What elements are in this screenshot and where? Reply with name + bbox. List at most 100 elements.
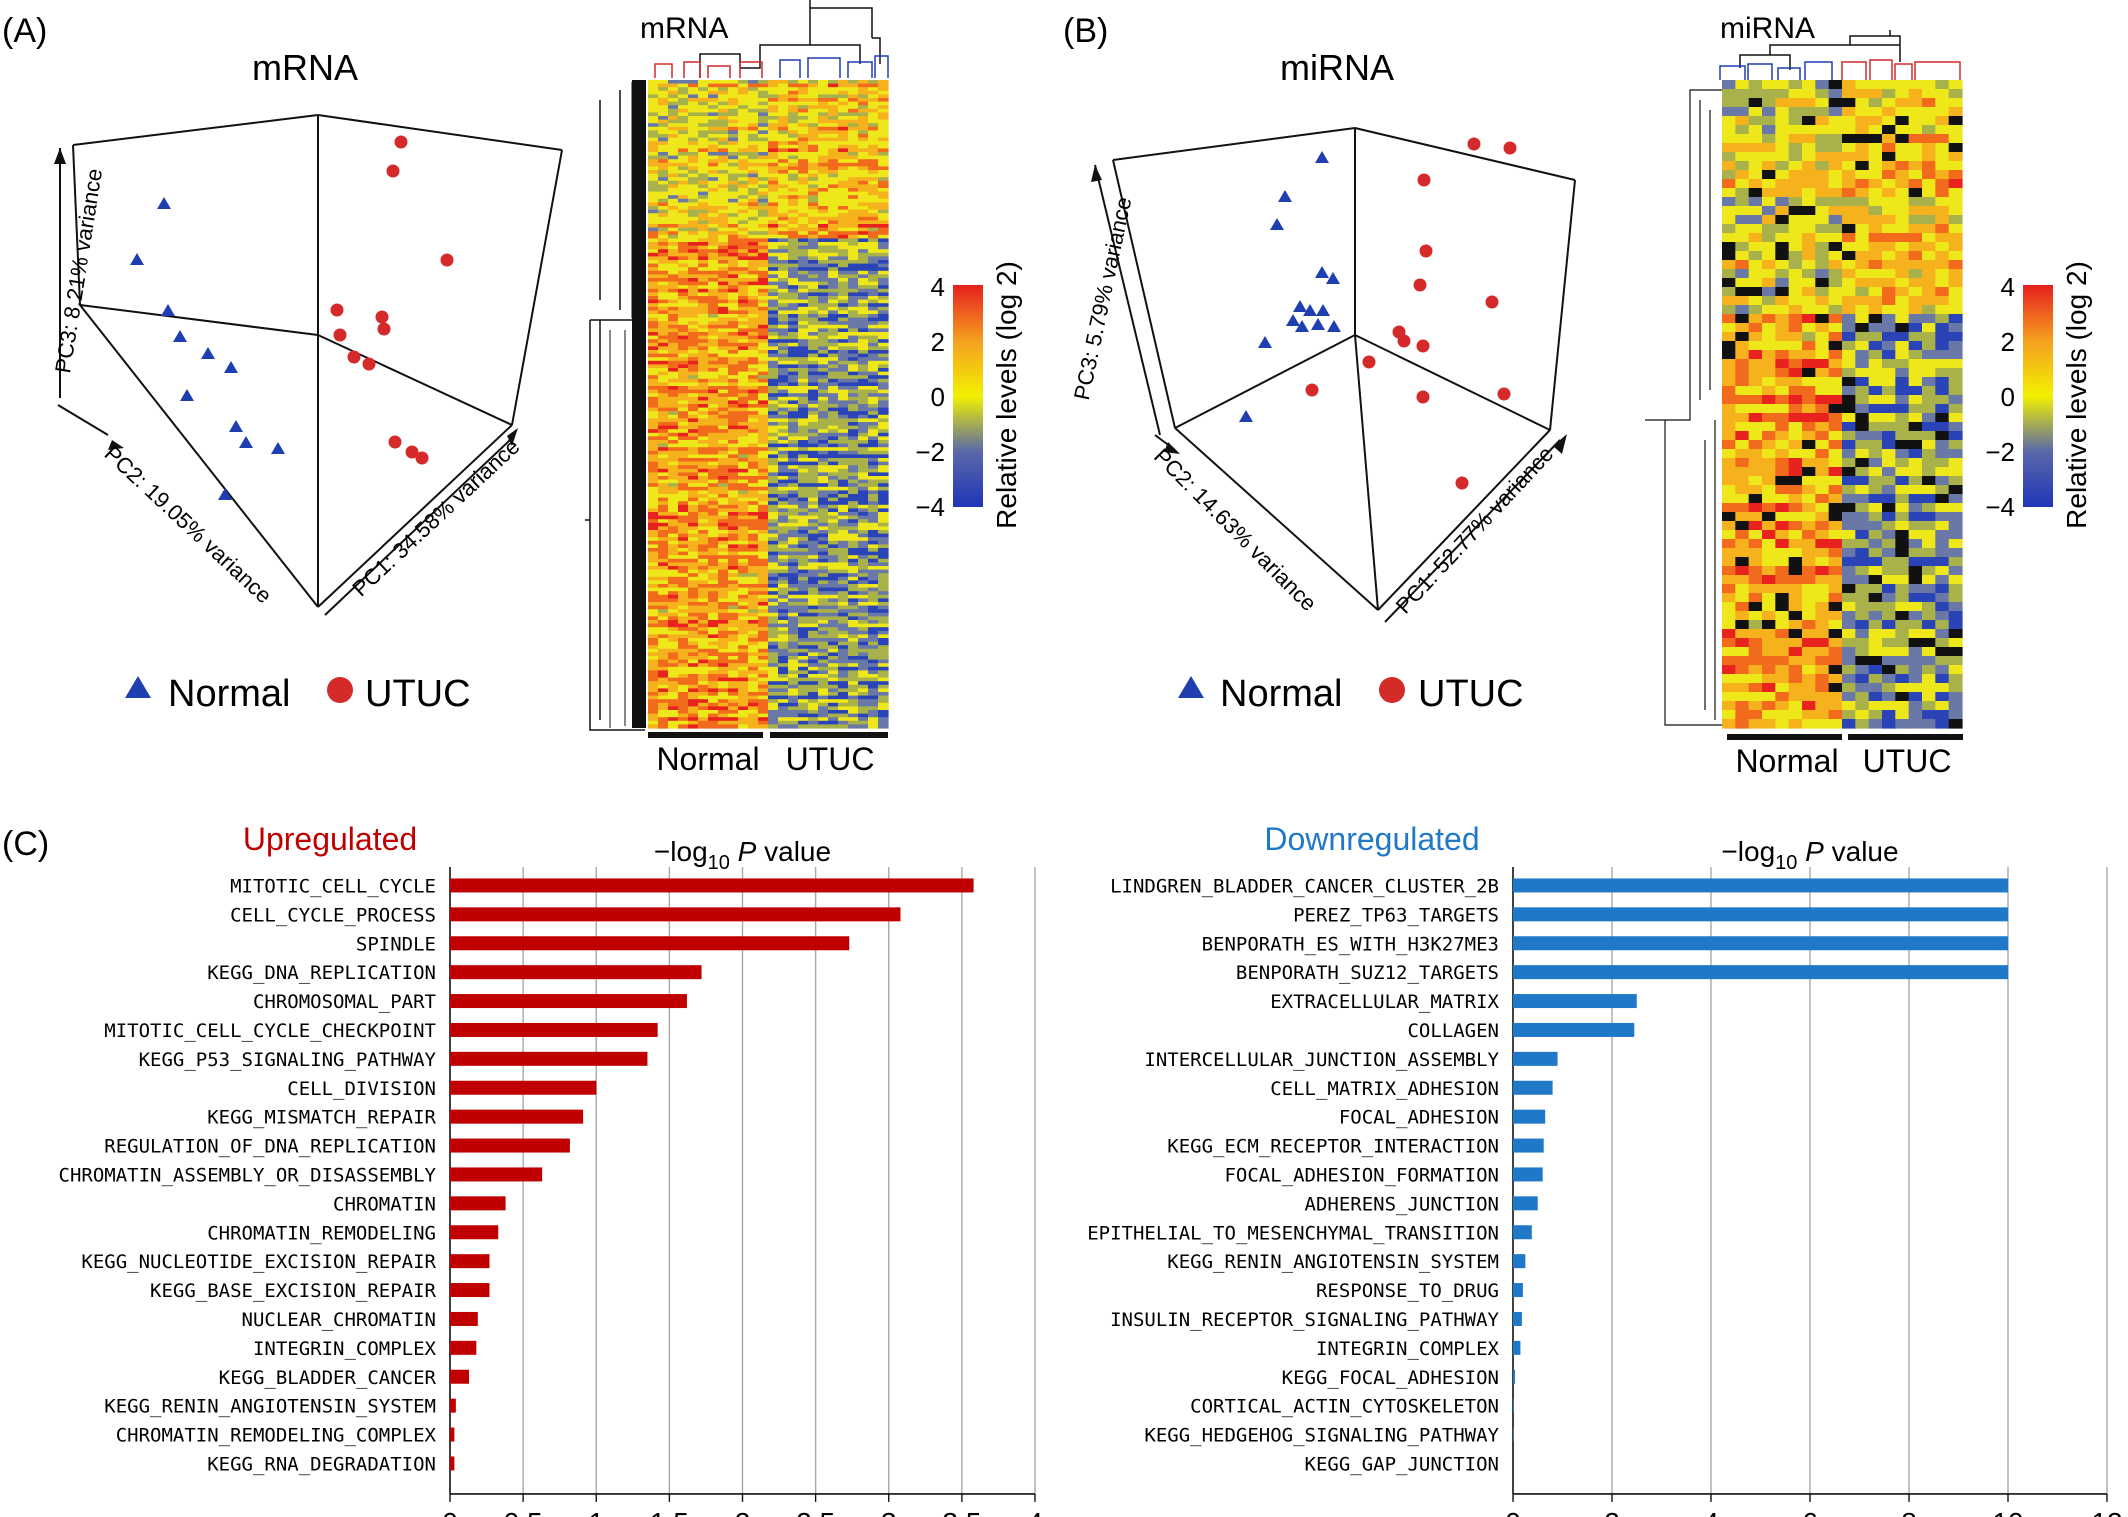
heatmap-cell xyxy=(808,278,819,283)
heatmap-cell xyxy=(678,368,689,373)
heatmap-cell xyxy=(1815,170,1830,180)
heatmap-cell xyxy=(1815,314,1830,324)
heatmap-cell xyxy=(838,454,849,459)
heatmap-cell xyxy=(718,580,729,585)
heatmap-cell xyxy=(818,206,829,211)
heatmap-cell xyxy=(778,324,789,329)
heatmap-cell xyxy=(838,724,849,729)
heatmap-cell xyxy=(878,663,889,668)
heatmap-cell xyxy=(668,252,679,257)
heatmap-cell xyxy=(698,497,709,502)
heatmap-cell xyxy=(788,598,799,603)
heatmap-cell xyxy=(1868,89,1883,99)
heatmap-cell xyxy=(788,465,799,470)
heatmap-cell xyxy=(858,80,869,85)
heatmap-cell xyxy=(1722,98,1736,108)
heatmap-cell xyxy=(738,116,749,121)
heatmap-cell xyxy=(658,166,669,171)
heatmap-cell xyxy=(728,202,739,207)
heatmap-cell xyxy=(818,263,829,268)
heatmap-cell xyxy=(828,674,839,679)
heatmap-cell xyxy=(878,303,889,308)
heatmap-cell xyxy=(738,152,749,157)
heatmap-cell xyxy=(698,321,709,326)
heatmap-cell xyxy=(758,270,769,275)
heatmap-cell xyxy=(858,191,869,196)
heatmap-cell xyxy=(648,202,659,207)
heatmap-cell xyxy=(718,368,729,373)
heatmap-cell xyxy=(848,216,859,221)
heatmap-cell xyxy=(708,411,719,416)
heatmap-cell xyxy=(778,267,789,272)
heatmap-cell xyxy=(758,494,769,499)
heatmap-cell xyxy=(748,594,759,599)
heatmap-cell xyxy=(818,648,829,653)
heatmap-cell xyxy=(778,648,789,653)
heatmap-cell xyxy=(798,101,809,106)
heatmap-cell xyxy=(1828,224,1843,234)
heatmap-cell xyxy=(818,656,829,661)
heatmap-cell xyxy=(818,576,829,581)
heatmap-cell xyxy=(838,659,849,664)
heatmap-cell xyxy=(1722,206,1736,216)
heatmap-cell xyxy=(858,706,869,711)
heatmap-cell xyxy=(778,375,789,380)
heatmap-cell xyxy=(718,108,729,113)
heatmap-cell xyxy=(788,360,799,365)
heatmap-cell xyxy=(768,465,779,470)
heatmap-cell xyxy=(688,429,699,434)
heatmap-cell xyxy=(1948,224,1963,234)
heatmap-cell xyxy=(718,576,729,581)
heatmap-cell xyxy=(788,141,799,146)
heatmap-cell xyxy=(718,155,729,160)
heatmap-cell xyxy=(838,400,849,405)
heatmap-cell xyxy=(708,195,719,200)
heatmap-cell xyxy=(668,80,679,85)
heatmap-cell xyxy=(708,638,719,643)
heatmap-cell xyxy=(808,155,819,160)
heatmap-cell xyxy=(718,508,729,513)
heatmap-cell xyxy=(818,382,829,387)
heatmap-cell xyxy=(768,310,779,315)
heatmap-cell xyxy=(668,389,679,394)
legend-a-utuc: UTUC xyxy=(365,673,471,715)
heatmap-cell xyxy=(718,569,729,574)
heatmap-cell xyxy=(758,180,769,185)
heatmap-cell xyxy=(688,324,699,329)
heatmap-cell xyxy=(658,483,669,488)
heatmap-cell xyxy=(858,411,869,416)
heatmap-cell xyxy=(768,364,779,369)
heatmap-cell xyxy=(868,634,879,639)
heatmap-cell xyxy=(828,350,839,355)
heatmap-cell xyxy=(778,461,789,466)
heatmap-cell xyxy=(728,695,739,700)
heatmap-cell xyxy=(808,180,819,185)
heatmap-cell xyxy=(768,98,779,103)
heatmap-cell xyxy=(828,537,839,542)
heatmap-cell xyxy=(808,648,819,653)
heatmap-cell xyxy=(738,245,749,250)
heatmap-cell xyxy=(1828,359,1843,369)
heatmap-cell xyxy=(808,245,819,250)
heatmap-cell xyxy=(878,422,889,427)
heatmap-cell xyxy=(688,508,699,513)
heatmap-cell xyxy=(658,267,669,272)
heatmap-cell xyxy=(1922,260,1936,270)
heatmap-cell xyxy=(1868,179,1883,189)
heatmap-cell xyxy=(718,713,729,718)
heatmap-cell xyxy=(698,159,709,164)
heatmap-cell xyxy=(698,274,709,279)
heatmap-cell xyxy=(728,522,739,527)
heatmap-cell xyxy=(1868,260,1883,270)
heatmap-cell xyxy=(768,83,779,88)
heatmap-cell xyxy=(738,267,749,272)
heatmap-cell xyxy=(648,281,659,286)
heatmap-cell xyxy=(648,328,659,333)
heatmap-cell xyxy=(838,141,849,146)
heatmap-cell xyxy=(858,360,869,365)
heatmap-cell xyxy=(818,123,829,128)
heatmap-cell xyxy=(748,108,759,113)
heatmap-cell xyxy=(718,159,729,164)
heatmap-cell xyxy=(848,594,859,599)
heatmap-cell xyxy=(718,692,729,697)
